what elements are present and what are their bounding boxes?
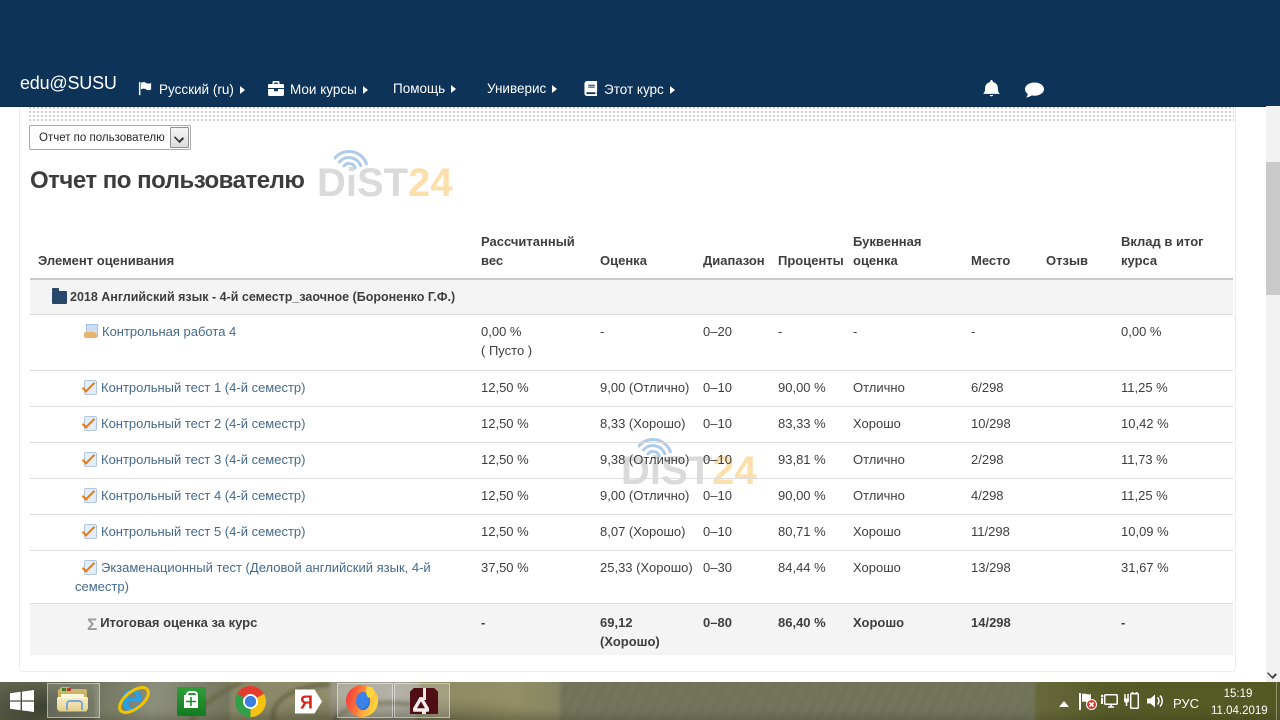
svg-text:Я: Я [300,693,313,713]
